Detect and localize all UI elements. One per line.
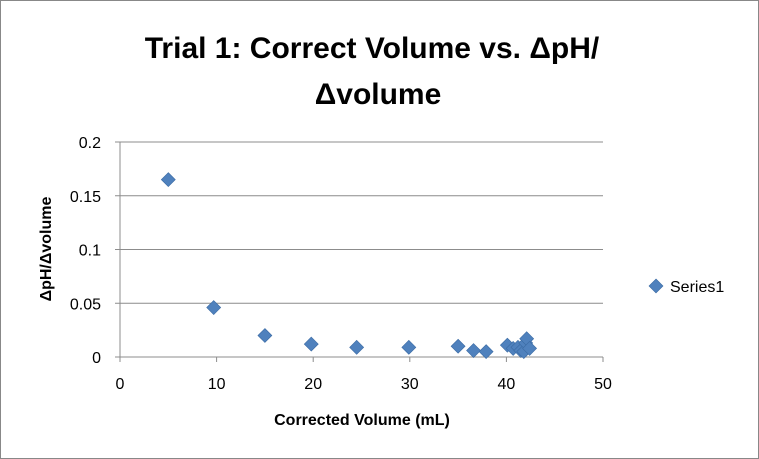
y-tick-label: 0.1 bbox=[79, 243, 101, 260]
data-point bbox=[349, 339, 365, 355]
x-tick-label: 50 bbox=[594, 376, 612, 393]
x-tick-label: 10 bbox=[208, 376, 226, 393]
data-point bbox=[206, 300, 222, 315]
data-points bbox=[160, 172, 538, 360]
data-point bbox=[450, 338, 466, 354]
data-point bbox=[303, 336, 319, 352]
y-tick-label: 0.15 bbox=[70, 189, 101, 206]
legend-marker-series1 bbox=[648, 278, 664, 294]
x-tick-label: 20 bbox=[304, 376, 322, 393]
y-axis-title: ΔpH/Δvolume bbox=[38, 197, 55, 302]
x-tick-label: 40 bbox=[498, 376, 516, 393]
x-tick-label: 30 bbox=[401, 376, 419, 393]
x-axis-title: Corrected Volume (mL) bbox=[274, 412, 450, 429]
data-point bbox=[522, 340, 538, 356]
x-tick-label: 0 bbox=[116, 376, 125, 393]
data-point bbox=[401, 339, 417, 355]
legend: Series1 bbox=[648, 278, 724, 296]
chart-title-line-2: Δvolume bbox=[315, 78, 442, 111]
y-tick-label: 0 bbox=[92, 350, 101, 367]
data-point bbox=[466, 343, 481, 358]
legend-label-series1: Series1 bbox=[670, 279, 724, 296]
data-point bbox=[257, 328, 273, 343]
axes bbox=[115, 141, 604, 362]
y-tick-label: 0.05 bbox=[70, 296, 101, 313]
gridlines bbox=[120, 141, 603, 304]
chart-title-line-1: Trial 1: Correct Volume vs. ΔpH/ bbox=[145, 32, 600, 65]
tick-labels: 0 0.05 0.1 0.15 0.2 0 10 20 30 40 50 bbox=[70, 135, 612, 393]
data-point bbox=[478, 344, 494, 360]
data-point bbox=[160, 172, 176, 188]
y-tick-label: 0.2 bbox=[79, 135, 101, 152]
